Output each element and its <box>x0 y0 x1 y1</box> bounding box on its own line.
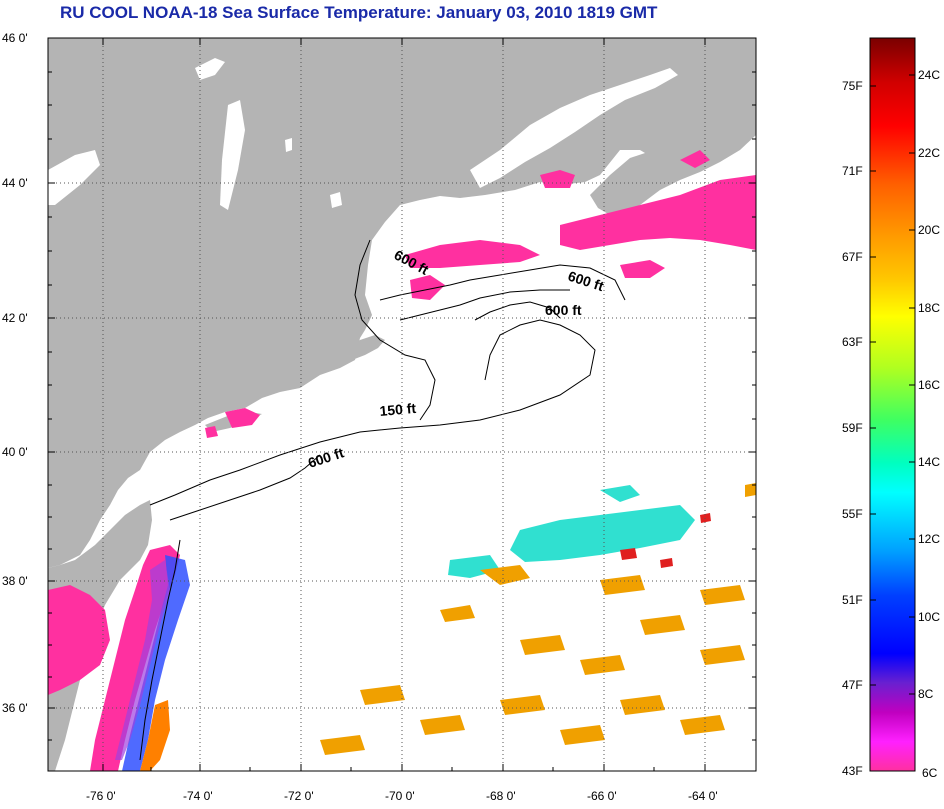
colorbar-c-label: 10C <box>918 610 940 624</box>
lat-label: 42 0' <box>2 311 28 325</box>
sst-shelf-purple <box>115 560 170 760</box>
colorbar-f-ticks <box>870 85 876 686</box>
lat-label: 36 0' <box>2 701 28 715</box>
colorbar-f-label: 63F <box>842 335 863 349</box>
lat-label: 38 0' <box>2 574 28 588</box>
contour-label: 150 ft <box>379 400 417 419</box>
colorbar-f-label: 55F <box>842 507 863 521</box>
colorbar-f-label: 67F <box>842 250 863 264</box>
lat-label: 40 0' <box>2 445 28 459</box>
colorbar-f-label: 59F <box>842 421 863 435</box>
colorbar-c-label: 20C <box>918 223 940 237</box>
land-cape-cod <box>345 335 385 360</box>
contour-label: 600 ft <box>545 302 582 318</box>
colorbar-f-label: 71F <box>842 164 863 178</box>
sst-offshore-red <box>620 513 711 568</box>
colorbar-f-label: 43F <box>842 764 863 778</box>
colorbar-c-label: 12C <box>918 532 940 546</box>
lon-label: -70 0' <box>385 789 415 803</box>
sst-chesapeake <box>48 585 110 695</box>
sst-offshore-orange <box>320 483 756 755</box>
bay-of-fundy <box>470 68 678 188</box>
map-title: RU COOL NOAA-18 Sea Surface Temperature:… <box>60 3 658 22</box>
sst-shelf-blue <box>122 555 190 771</box>
colorbar-c-label: 24C <box>918 68 940 82</box>
lakes <box>48 58 342 210</box>
sst-gulf-of-maine <box>205 150 756 438</box>
lon-label: -76 0' <box>86 789 116 803</box>
colorbar-c-label: 16C <box>918 378 940 392</box>
land-nova-scotia <box>590 112 756 215</box>
lon-label: -66 0' <box>587 789 617 803</box>
land-new-jersey <box>48 500 152 771</box>
lat-label: 46 0' <box>2 31 28 45</box>
colorbar-f-label: 75F <box>842 79 863 93</box>
colorbar-gradient <box>869 37 916 772</box>
colorbar-c-label: 6C <box>922 766 938 780</box>
lon-label: -68 0' <box>486 789 516 803</box>
colorbar-c-label: 18C <box>918 301 940 315</box>
sst-warm-edge <box>140 700 170 771</box>
colorbar-c-label: 22C <box>918 146 940 160</box>
lat-label: 44 0' <box>2 176 28 190</box>
sst-offshore-cyan <box>448 485 695 578</box>
tick-marks <box>48 37 756 771</box>
lon-label: -74 0' <box>183 789 213 803</box>
colorbar-f-label: 51F <box>842 593 863 607</box>
colorbar-c-ticks <box>909 74 915 695</box>
lon-label: -72 0' <box>284 789 314 803</box>
colorbar-c-label: 8C <box>918 687 934 701</box>
colorbar-c-label: 14C <box>918 455 940 469</box>
lon-label: -64 0' <box>688 789 718 803</box>
colorbar-f-label: 47F <box>842 678 863 692</box>
